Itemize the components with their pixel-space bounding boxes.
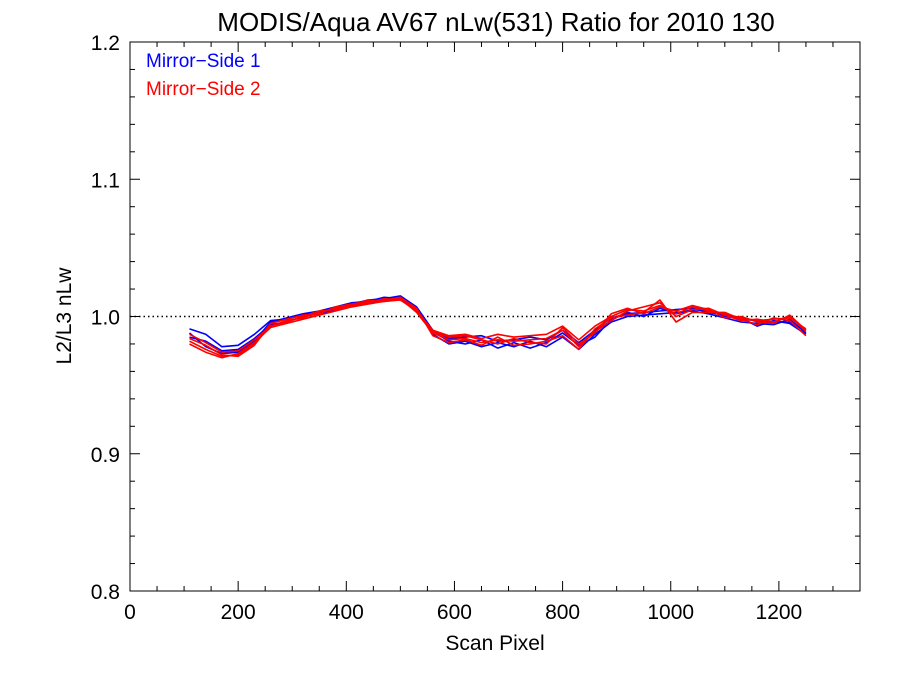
- y-axis-label: L2/L3 nLw: [53, 267, 76, 365]
- x-tick-label: 1200: [756, 601, 803, 624]
- y-tick-label: 1.2: [91, 32, 120, 55]
- axis-ticks: [129, 41, 861, 592]
- data-series: [188, 295, 807, 359]
- series-line-3: [188, 296, 807, 355]
- x-tick-label: 800: [545, 601, 580, 624]
- x-tick-label: 1000: [647, 601, 694, 624]
- y-tick-label: 0.9: [91, 444, 120, 467]
- x-tick-label: 0: [124, 601, 136, 624]
- legend: Mirror−Side 1 Mirror−Side 2: [146, 51, 261, 100]
- y-tick-label: 0.8: [91, 581, 120, 604]
- x-tick-label: 400: [329, 601, 364, 624]
- y-tick-label: 1.0: [91, 307, 120, 330]
- x-tick-labels: 0 200 400 600 800 1000 1200: [124, 601, 802, 624]
- x-tick-label: 600: [437, 601, 472, 624]
- y-tick-label: 1.1: [91, 169, 120, 192]
- series-line-6: [189, 296, 807, 358]
- series-line-7: [189, 299, 807, 354]
- legend-label-mirror-side-1: Mirror−Side 1: [146, 51, 261, 72]
- legend-label-mirror-side-2: Mirror−Side 2: [146, 79, 261, 100]
- x-axis-label: Scan Pixel: [445, 632, 544, 655]
- y-tick-labels: 0.8 0.9 1.0 1.1 1.2: [91, 32, 120, 604]
- x-tick-label: 200: [221, 601, 256, 624]
- chart-title: MODIS/Aqua AV67 nLw(531) Ratio for 2010 …: [217, 7, 774, 37]
